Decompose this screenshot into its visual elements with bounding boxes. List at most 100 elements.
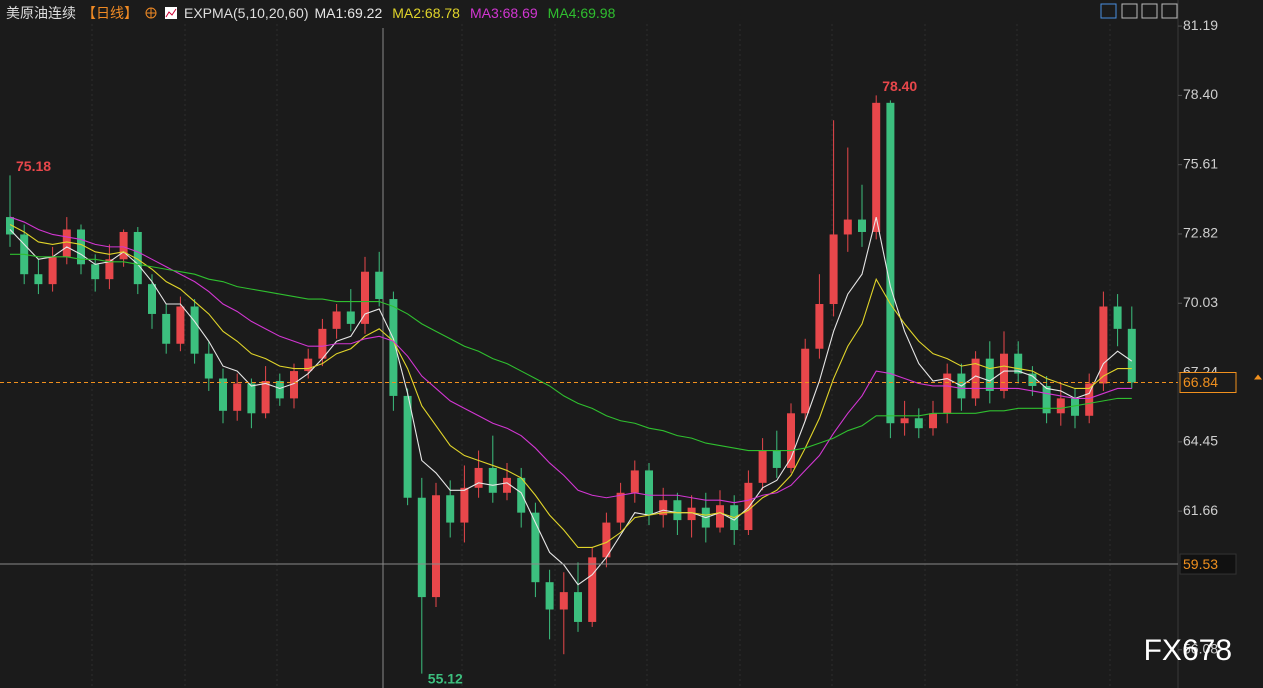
candle-body [304, 358, 313, 372]
y-tick-label: 61.66 [1183, 502, 1218, 518]
candle-body [772, 450, 781, 468]
low-label: 55.12 [428, 671, 463, 687]
candle-body [91, 264, 100, 280]
candle-body [190, 306, 199, 354]
candle-body [219, 378, 227, 411]
crosshair-box [1179, 553, 1237, 575]
candle-body [488, 467, 497, 493]
candle-body [602, 522, 611, 558]
vertical-grid [91, 24, 1111, 688]
candle-body [687, 507, 696, 521]
candle-body [1099, 306, 1108, 384]
candle-body [77, 229, 85, 265]
candle-body [233, 383, 242, 411]
candle-body [900, 418, 909, 424]
candle-body [474, 467, 483, 488]
candle-body [1085, 383, 1094, 416]
ma-line [9, 224, 1132, 548]
high-label: 78.40 [882, 78, 917, 94]
candle-body [588, 557, 597, 622]
candle-body [531, 512, 540, 583]
candle-body [460, 487, 469, 523]
candle-body [1042, 385, 1051, 414]
last-price-marker [1254, 374, 1262, 380]
candle-body [375, 271, 384, 300]
crosshair-label: 59.53 [1183, 556, 1218, 572]
candle-body [1000, 353, 1008, 391]
candle-body [574, 592, 582, 622]
add-icon[interactable] [144, 6, 158, 20]
candle-body [119, 231, 128, 260]
candle-body [559, 592, 568, 610]
candle-body [985, 358, 994, 391]
candle-body [318, 328, 327, 359]
candle-body [716, 505, 724, 528]
candle-body [744, 482, 753, 531]
candle-body [943, 373, 952, 414]
ma-line [10, 253, 1132, 452]
y-tick-label: 78.40 [1183, 86, 1218, 102]
tool-button[interactable] [1100, 3, 1117, 19]
candle-body [545, 582, 554, 610]
candle-body [48, 256, 57, 285]
candle-body [389, 299, 398, 396]
candle-body [105, 259, 114, 280]
candle-body [361, 271, 369, 324]
candle-body [886, 102, 895, 424]
candle-body [659, 500, 668, 516]
candle-body [517, 477, 526, 513]
ma-line [9, 216, 1132, 504]
candle-body [872, 102, 881, 232]
candle-body [787, 413, 795, 468]
candle-body [162, 313, 171, 344]
candle-body [616, 492, 625, 523]
candle-body [758, 450, 767, 483]
candle-body [929, 413, 937, 429]
candle-body [446, 495, 455, 523]
y-tick-label: 72.82 [1183, 225, 1218, 241]
tool-button[interactable] [1161, 3, 1178, 19]
legend-entry: MA3:68.69 [469, 5, 538, 21]
candle-body [645, 470, 653, 516]
candle-body [204, 353, 213, 379]
period[interactable]: 【日线】 [82, 5, 138, 21]
candle-body [176, 306, 185, 344]
candle-body [346, 311, 355, 324]
candle-body [801, 348, 810, 414]
toolbar [1100, 3, 1178, 19]
indicator-name: EXPMA(5,10,20,60) [184, 5, 309, 21]
candle-body [403, 395, 412, 498]
tool-button[interactable] [1121, 3, 1138, 19]
candle-body [1071, 398, 1079, 416]
y-tick-label: 81.19 [1183, 17, 1218, 33]
y-tick-label: 75.61 [1183, 155, 1218, 171]
y-tick-label: 64.45 [1183, 433, 1218, 449]
candle-body [133, 231, 142, 285]
candle-body [858, 219, 866, 232]
candle-body [1056, 398, 1065, 414]
candle-body [971, 358, 980, 399]
y-tick-label: 70.03 [1183, 294, 1218, 310]
candle-body [261, 381, 270, 414]
candle-body [62, 229, 71, 257]
candle-body [247, 383, 256, 414]
candle-body [275, 381, 284, 399]
candle-body [417, 497, 426, 598]
candle-body [1028, 373, 1037, 386]
tool-button[interactable] [1141, 3, 1158, 19]
indicator-icon[interactable] [164, 6, 178, 20]
candle-body [432, 495, 440, 598]
y-tick-label: 56.08 [1183, 640, 1218, 656]
candle-body [673, 500, 682, 521]
last-price-label: 66.84 [1183, 374, 1218, 390]
candle-body [843, 219, 852, 235]
last-price-box [1179, 371, 1237, 393]
candle-body [6, 217, 14, 235]
legend-entry: MA2:68.78 [392, 5, 460, 21]
candle-body [290, 371, 298, 399]
candle-body [332, 311, 341, 329]
candle-body [34, 274, 43, 285]
